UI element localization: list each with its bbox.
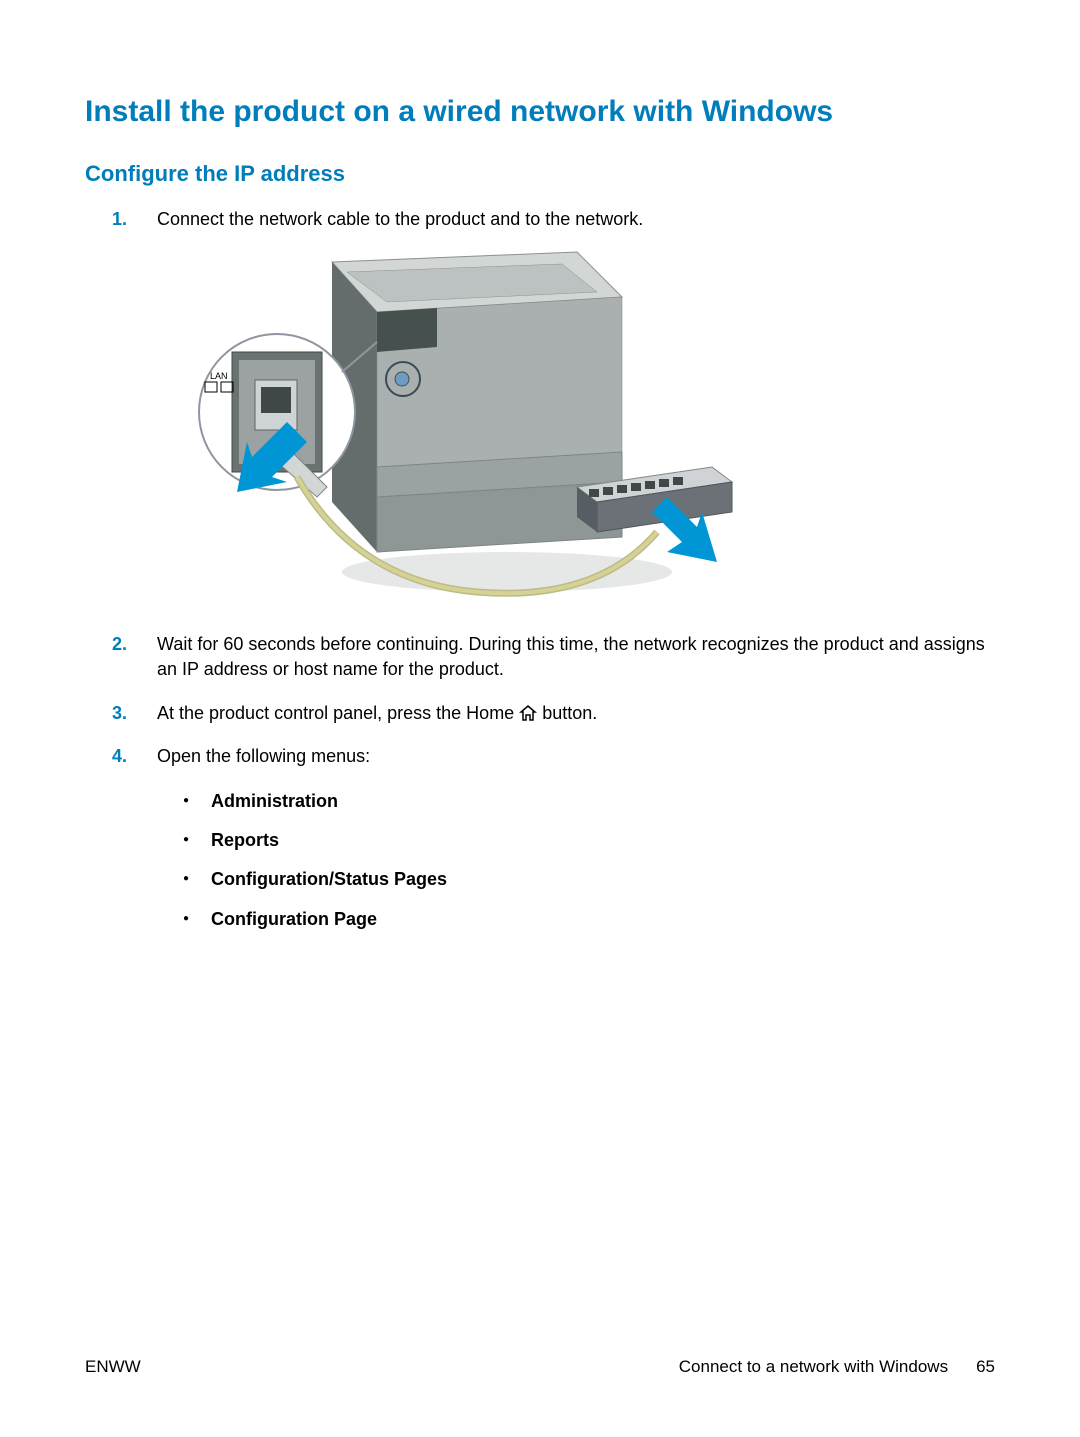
step-3: 3. At the product control panel, press t… <box>157 701 995 726</box>
step-number: 4. <box>112 744 127 769</box>
step-text: Open the following menus: <box>157 746 370 766</box>
step-text: Connect the network cable to the product… <box>157 209 643 229</box>
section-title: Configure the IP address <box>85 161 995 187</box>
step-4: 4. Open the following menus: Administrat… <box>157 744 995 932</box>
step-text-before: At the product control panel, press the … <box>157 703 519 723</box>
instruction-list: 1. Connect the network cable to the prod… <box>85 207 995 932</box>
footer-section: Connect to a network with Windows <box>679 1357 948 1377</box>
home-icon <box>519 703 537 719</box>
page-title: Install the product on a wired network w… <box>85 95 995 129</box>
step-1: 1. Connect the network cable to the prod… <box>157 207 995 612</box>
page-number: 65 <box>976 1357 995 1377</box>
svg-text:LAN: LAN <box>210 371 228 381</box>
step-text-after: button. <box>542 703 597 723</box>
menu-list: Administration Reports Configuration/Sta… <box>157 789 995 932</box>
menu-item: Configuration/Status Pages <box>211 867 995 892</box>
step-text: Wait for 60 seconds before continuing. D… <box>157 634 985 679</box>
footer-left: ENWW <box>85 1357 141 1377</box>
step-number: 1. <box>112 207 127 232</box>
menu-item: Reports <box>211 828 995 853</box>
menu-item: Configuration Page <box>211 907 995 932</box>
printer-network-illustration: LAN <box>177 242 737 612</box>
step-number: 2. <box>112 632 127 657</box>
step-number: 3. <box>112 701 127 726</box>
step-2: 2. Wait for 60 seconds before continuing… <box>157 632 995 682</box>
page-footer: ENWW Connect to a network with Windows 6… <box>85 1357 995 1377</box>
menu-item: Administration <box>211 789 995 814</box>
